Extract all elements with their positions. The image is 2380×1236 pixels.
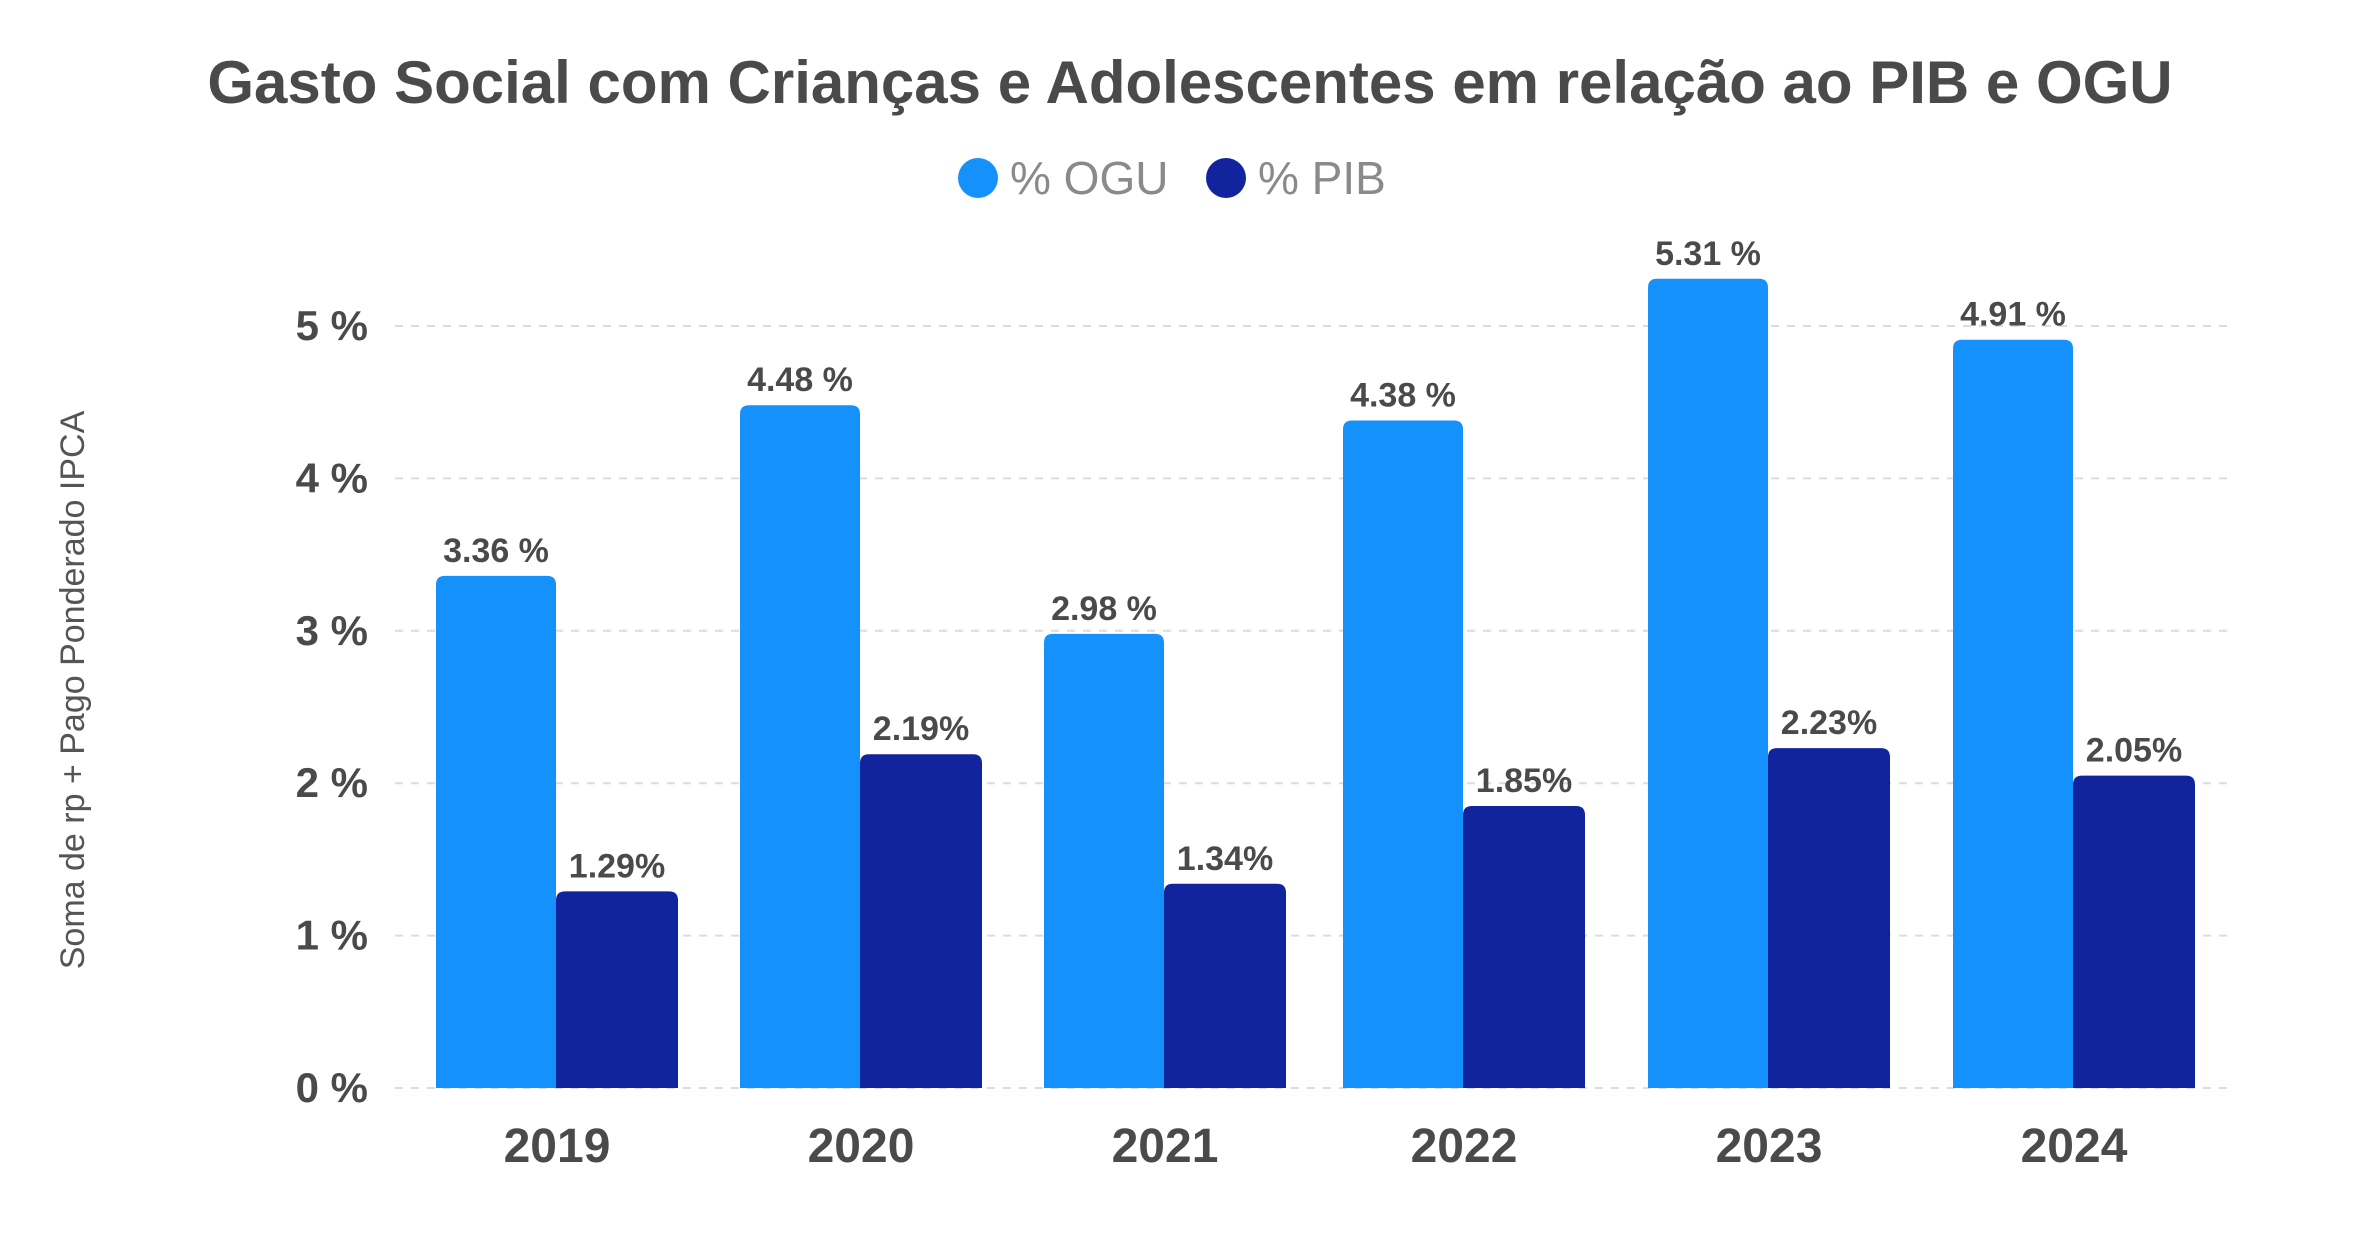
bar-pib-2020: [860, 754, 982, 1088]
bar-ogu-2019: [436, 575, 556, 1088]
data-label-pib-2019: 1.29%: [569, 847, 665, 885]
data-label-pib-2023: 2.23%: [1781, 704, 1877, 742]
y-tick-label: 3 %: [296, 607, 368, 654]
x-tick-label-2021: 2021: [1112, 1120, 1219, 1173]
bar-ogu-2024: [1953, 339, 2073, 1088]
x-tick-label-2024: 2024: [2021, 1120, 2128, 1173]
bar-pib-2022: [1463, 806, 1585, 1088]
y-tick-label: 0 %: [296, 1064, 368, 1111]
legend-label-ogu: % OGU: [1010, 152, 1168, 204]
x-tick-label-2023: 2023: [1716, 1120, 1823, 1173]
data-label-ogu-2019: 3.36 %: [443, 532, 549, 570]
y-tick-label: 5 %: [296, 302, 368, 349]
x-tick-label-2019: 2019: [504, 1120, 611, 1173]
chart-title: Gasto Social com Crianças e Adolescentes…: [207, 49, 2172, 116]
bar-pib-2023: [1768, 748, 1890, 1088]
data-label-pib-2021: 1.34%: [1177, 840, 1273, 878]
x-tick-label-2020: 2020: [808, 1120, 915, 1173]
data-label-pib-2022: 1.85%: [1476, 762, 1572, 800]
x-axis-ticks: 2019 2020 2021 2022 2023 2024: [504, 1120, 2128, 1173]
data-labels: 3.36 % 1.29% 4.48 % 2.19% 2.98 % 1.34% 4.38 % 1…: [443, 235, 2182, 886]
data-label-ogu-2021: 2.98 %: [1051, 590, 1157, 628]
legend: % OGU % PIB: [958, 152, 1386, 204]
bar-ogu-2023: [1648, 278, 1768, 1089]
y-axis-ticks: 0 % 1 % 2 % 3 % 4 % 5 %: [296, 302, 368, 1111]
y-axis-label: Soma de rp + Pago Ponderado IPCA: [54, 410, 92, 969]
legend-marker-ogu: [958, 158, 998, 198]
bar-ogu-2022: [1343, 420, 1463, 1088]
bar-pib-2024: [2073, 775, 2195, 1088]
data-label-pib-2020: 2.19%: [873, 710, 969, 748]
y-tick-label: 4 %: [296, 454, 368, 501]
bar-ogu-2021: [1044, 633, 1164, 1088]
bars: [436, 278, 2195, 1089]
x-tick-label-2022: 2022: [1411, 1120, 1518, 1173]
legend-marker-pib: [1206, 158, 1246, 198]
data-label-pib-2024: 2.05%: [2086, 732, 2182, 770]
y-tick-label: 1 %: [296, 912, 368, 959]
data-label-ogu-2024: 4.91 %: [1960, 296, 2066, 334]
bar-pib-2021: [1164, 883, 1286, 1088]
grid: [395, 325, 2230, 1089]
y-tick-label: 2 %: [296, 759, 368, 806]
data-label-ogu-2022: 4.38 %: [1350, 376, 1456, 414]
legend-label-pib: % PIB: [1258, 152, 1386, 204]
bar-pib-2019: [556, 891, 678, 1088]
data-label-ogu-2023: 5.31 %: [1655, 235, 1761, 273]
data-label-ogu-2020: 4.48 %: [747, 361, 853, 399]
bar-ogu-2020: [740, 405, 860, 1088]
